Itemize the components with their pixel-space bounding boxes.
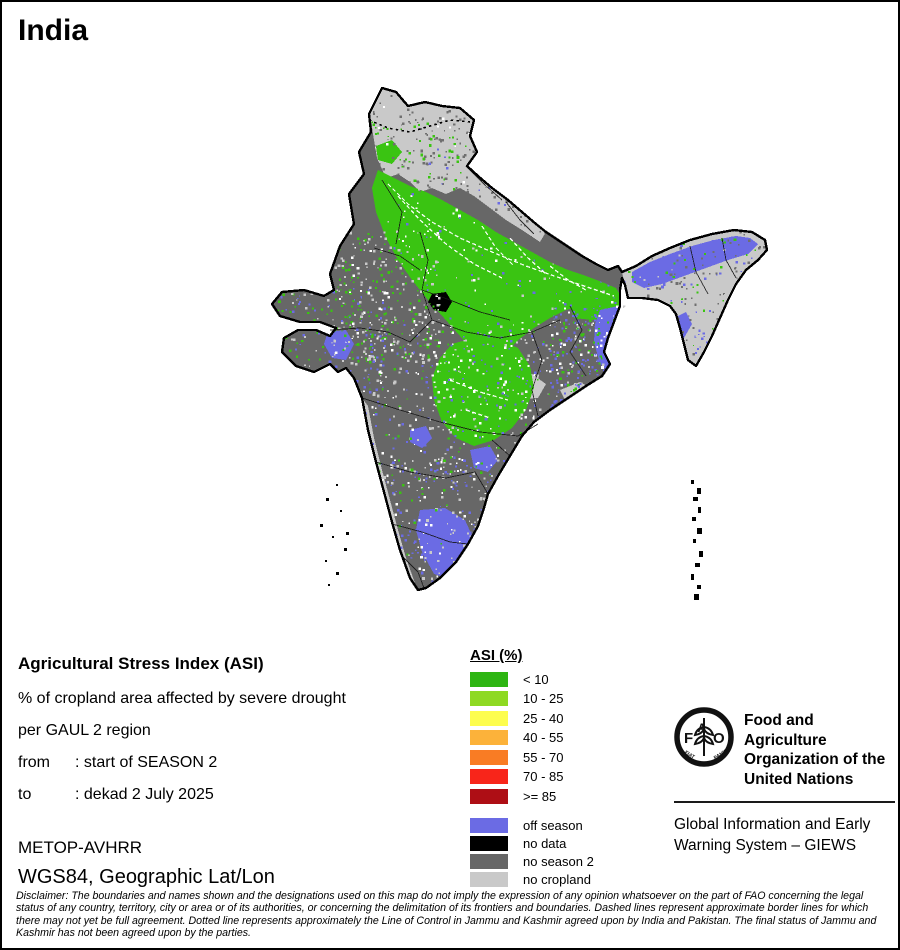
index-title: Agricultural Stress Index (ASI) (18, 654, 264, 673)
legend-row: 55 - 70 (470, 749, 594, 765)
period-to-label: to (18, 786, 32, 803)
legend-title: ASI (%) (470, 647, 523, 664)
map-blue-assam-valley (632, 236, 758, 288)
svg-text:O: O (713, 730, 725, 747)
legend-label: no data (523, 836, 567, 851)
fao-org-line: United Nations (744, 770, 854, 788)
legend-swatch (470, 854, 508, 869)
legend-label: < 10 (523, 671, 549, 687)
svg-text:FIAT: FIAT (683, 750, 695, 761)
legend-swatch (470, 788, 508, 804)
legend-row: 70 - 85 (470, 769, 594, 785)
map-green-plains (372, 170, 622, 368)
legend-row: 40 - 55 (470, 730, 594, 746)
india-asi-map (270, 86, 769, 600)
map-info-block: Agricultural Stress Index (ASI) % of cro… (18, 654, 448, 818)
svg-text:F: F (684, 730, 693, 747)
index-description-line2: per GAUL 2 region (18, 722, 151, 739)
legend-label: 70 - 85 (523, 769, 564, 784)
giews-name: Global Information and Early Warning Sys… (674, 814, 870, 856)
line-of-control-dotted (368, 119, 471, 133)
legend-asi-classes: < 10 10 - 25 25 - 40 40 - 55 55 - 70 70 - 85 >… (470, 671, 594, 804)
legend: ASI (%) < 10 10 - 25 25 - 40 40 - 55 55 - 70… (470, 647, 594, 890)
fao-logo: F A O FIAT PANIS (674, 707, 734, 767)
state-boundary-lines (329, 165, 737, 589)
legend-swatch (470, 691, 508, 706)
legend-label: off season (523, 818, 583, 833)
fao-org-line: Organization of the (744, 751, 886, 768)
legend-row: off season (470, 818, 594, 833)
legend-row: no cropland (470, 872, 594, 887)
svg-text:A: A (698, 721, 707, 735)
legend-swatch (470, 730, 508, 745)
legend-row: 10 - 25 (470, 691, 594, 707)
fao-org-name: Food and Agriculture Organization of the… (744, 711, 898, 789)
legend-row: no season 2 (470, 854, 594, 869)
legend-label: 55 - 70 (523, 749, 564, 765)
map-odisha-light-2 (564, 406, 592, 428)
legend-label: no cropland (523, 872, 591, 887)
island-dots (320, 480, 703, 600)
period-to-value: : dekad 2 July 2025 (75, 786, 214, 803)
legend-label: 25 - 40 (523, 710, 564, 726)
legend-swatch (470, 749, 508, 765)
projection-name: WGS84, Geographic Lat/Lon (18, 866, 275, 888)
period-from: from : start of SEASON 2 (18, 754, 448, 772)
map-westcoast-no-cropland (362, 398, 418, 590)
legend-row: no data (470, 836, 594, 851)
legend-label: >= 85 (523, 788, 557, 804)
legend-label: 10 - 25 (523, 691, 564, 706)
legend-extra-classes: off season no data no season 2 no cropland (470, 818, 594, 887)
legend-row: < 10 (470, 671, 594, 687)
period-from-value: : start of SEASON 2 (75, 754, 218, 771)
giews-line: Warning System – GIEWS (674, 837, 857, 854)
period-from-label: from (18, 754, 50, 771)
legend-label: no season 2 (523, 854, 594, 869)
period-to: to : dekad 2 July 2025 (18, 786, 448, 804)
legend-label: 40 - 55 (523, 730, 564, 745)
legend-row: 25 - 40 (470, 710, 594, 726)
legend-swatch (470, 671, 508, 687)
legend-swatch (470, 818, 508, 833)
legend-row: >= 85 (470, 788, 594, 804)
giews-line: Global Information and Early (674, 816, 871, 833)
page-title: India (18, 14, 89, 47)
map-blue-gujarat (324, 330, 354, 360)
legend-swatch (470, 872, 508, 887)
river-lines (387, 183, 615, 419)
sensor-name: METOP-AVHRR (18, 838, 143, 857)
wheat-ear-icon (693, 718, 715, 756)
country-outline (270, 86, 769, 592)
index-description-line1: % of cropland area affected by severe dr… (18, 690, 346, 707)
map-green-central (432, 338, 534, 446)
legend-swatch (470, 710, 508, 726)
legend-swatch (470, 769, 508, 784)
legend-swatch (470, 836, 508, 851)
disclaimer-text: Disclaimer: The boundaries and names sho… (16, 890, 877, 940)
fao-divider (674, 801, 895, 803)
fao-org-line: Food and Agriculture (744, 712, 827, 749)
